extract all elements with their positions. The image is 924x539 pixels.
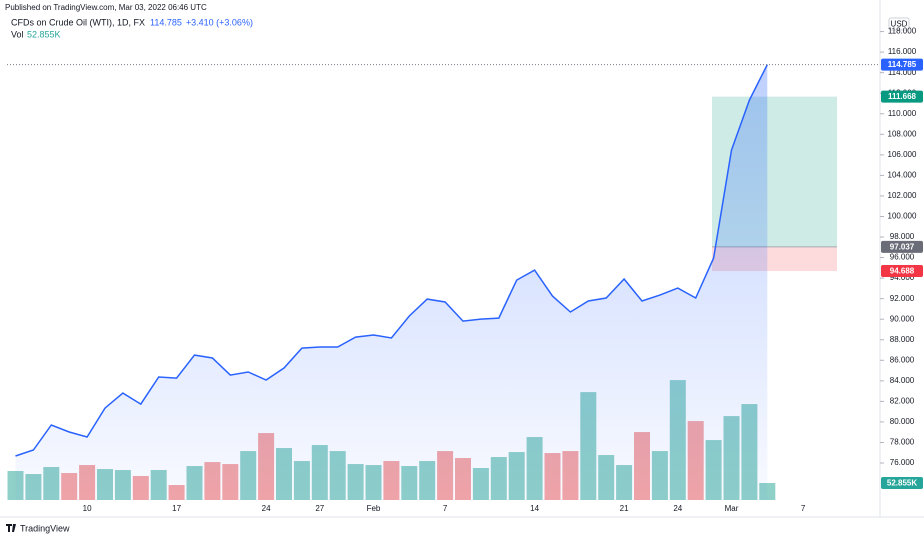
x-tick-label: 7 bbox=[801, 504, 806, 513]
last-price-label-box bbox=[881, 58, 923, 71]
x-tick-label: 7 bbox=[443, 504, 448, 513]
brand: TradingView bbox=[20, 523, 70, 533]
volume-label: 52.855K bbox=[887, 479, 917, 488]
y-tick-label: 92.000 bbox=[890, 294, 915, 303]
brand-logo bbox=[6, 524, 16, 532]
y-tick-label: 104.000 bbox=[888, 170, 917, 179]
y-tick-label: 98.000 bbox=[890, 232, 915, 241]
stop-label: 94.688 bbox=[890, 267, 915, 276]
y-tick-label: 84.000 bbox=[890, 376, 915, 385]
y-tick-label: 90.000 bbox=[890, 314, 915, 323]
volume-name: Vol bbox=[11, 29, 24, 39]
y-tick-label: 118.000 bbox=[888, 27, 917, 36]
y-tick-label: 82.000 bbox=[890, 396, 915, 405]
x-tick-label: 24 bbox=[262, 504, 271, 513]
currency-badge bbox=[888, 17, 910, 31]
published-note: Published on TradingView.com, Mar 03, 20… bbox=[5, 3, 207, 12]
entry-label-box bbox=[881, 240, 923, 253]
y-tick-label: 116.000 bbox=[888, 47, 917, 56]
volume-label-box bbox=[881, 477, 923, 490]
y-tick-label: 108.000 bbox=[888, 129, 917, 138]
y-tick-label: 80.000 bbox=[890, 417, 915, 426]
price-area bbox=[15, 64, 768, 500]
y-tick-label: 106.000 bbox=[888, 150, 917, 159]
y-tick-label: 114.000 bbox=[888, 68, 917, 77]
currency: USD bbox=[891, 20, 908, 29]
price-line bbox=[15, 64, 768, 457]
y-tick-label: 88.000 bbox=[890, 335, 915, 344]
last-price-label: 114.785 bbox=[888, 60, 917, 69]
y-tick-label: 110.000 bbox=[888, 109, 917, 118]
y-tick-label: 102.000 bbox=[888, 191, 917, 200]
x-tick-label: Feb bbox=[367, 504, 381, 513]
x-tick-label: 21 bbox=[620, 504, 629, 513]
price-change: +3.410 (+3.06%) bbox=[186, 17, 253, 27]
x-tick-label: 10 bbox=[83, 504, 92, 513]
x-tick-label: Mar bbox=[725, 504, 739, 513]
y-tick-label: 100.000 bbox=[888, 212, 917, 221]
legend: CFDs on Crude Oil (WTI), 1D, FX 114.785 … bbox=[11, 17, 253, 39]
footer: TradingView bbox=[6, 523, 70, 533]
x-tick-label: 14 bbox=[530, 504, 539, 513]
y-tick-label: 86.000 bbox=[890, 355, 915, 364]
x-tick-label: 27 bbox=[315, 504, 324, 513]
y-tick-label: 96.000 bbox=[890, 253, 915, 262]
entry-label: 97.037 bbox=[890, 243, 915, 252]
y-tick-label: 76.000 bbox=[890, 458, 915, 467]
y-tick-label: 94.000 bbox=[890, 273, 915, 282]
x-tick-label: 24 bbox=[673, 504, 682, 513]
last-price: 114.785 bbox=[150, 17, 182, 27]
target-label-box bbox=[881, 90, 923, 103]
symbol-name: CFDs on Crude Oil (WTI), 1D, FX bbox=[11, 17, 145, 27]
y-tick-label: 78.000 bbox=[890, 438, 915, 447]
stop-label-box bbox=[881, 265, 923, 278]
last-volume: 52.855K bbox=[27, 29, 61, 39]
target-label: 111.668 bbox=[888, 92, 917, 101]
x-tick-label: 17 bbox=[172, 504, 181, 513]
